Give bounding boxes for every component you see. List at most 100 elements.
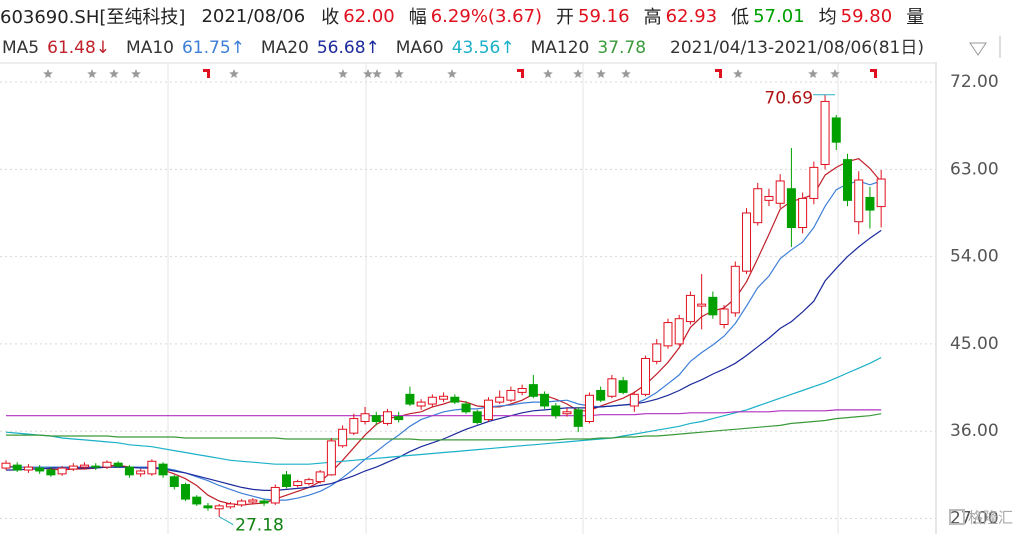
field-value: 59.16 — [578, 5, 630, 27]
flag-marker — [203, 69, 210, 78]
flag-marker — [715, 69, 722, 78]
star-marker — [596, 69, 606, 78]
field-label: 收 — [321, 7, 340, 28]
field-label: 高 — [643, 7, 662, 28]
candle-body — [483, 399, 493, 421]
candle-body — [641, 357, 651, 395]
candle-body — [719, 308, 729, 326]
star-marker — [830, 69, 840, 78]
candle-body — [23, 466, 33, 471]
field-value: 59.80 — [840, 5, 893, 27]
field-label: 开 — [556, 7, 575, 28]
candle-body — [775, 180, 785, 204]
candle-body — [831, 117, 841, 143]
candle-body — [282, 474, 291, 487]
candle-body — [573, 409, 583, 427]
candle-body — [192, 496, 202, 505]
star-marker — [87, 69, 97, 78]
legend-name: MA20 — [261, 38, 309, 58]
candle-body — [607, 378, 617, 397]
candle-body — [629, 393, 639, 407]
stock-code: 603690.SH[至纯科技] — [0, 7, 186, 28]
field-value: 62.93 — [665, 5, 718, 27]
candle-body — [562, 411, 572, 415]
candle-body — [248, 499, 258, 503]
field-label: 幅 — [408, 7, 427, 28]
field-label: 量 — [906, 7, 925, 28]
candle-body — [708, 296, 718, 316]
candle-body — [450, 396, 460, 403]
candle-body — [338, 428, 348, 447]
candle-body — [517, 388, 527, 393]
field-value: 62.00 — [343, 5, 395, 27]
candle-body — [865, 196, 875, 211]
candle-body — [416, 401, 426, 407]
candle-body — [697, 303, 707, 307]
ma-line — [6, 409, 882, 417]
y-tick-label: 45.00 — [950, 334, 999, 354]
candle-body — [674, 318, 684, 345]
candle-body — [540, 393, 550, 407]
candle-body — [405, 393, 415, 405]
candle-body — [225, 503, 235, 508]
dropdown-icon[interactable] — [969, 42, 987, 56]
candle-body — [169, 476, 179, 487]
candle-body — [136, 470, 146, 475]
y-tick-label: 63.00 — [950, 159, 999, 179]
candle-body — [46, 469, 56, 476]
candle-body — [124, 466, 134, 476]
candle-body — [326, 440, 336, 476]
star-marker — [808, 69, 818, 78]
watermark-logo — [949, 509, 965, 525]
chart: 72.0063.0054.0045.0036.0027.0070.6927.18… — [0, 62, 1013, 534]
candle-body — [102, 461, 112, 468]
field-label: 均 — [818, 7, 837, 28]
max-label: 70.69 — [764, 89, 813, 109]
candle-body — [349, 418, 359, 434]
legend-value: 56.68↑ — [317, 38, 380, 58]
candle-body — [35, 467, 45, 472]
star-marker — [43, 69, 53, 78]
candle-body — [786, 188, 796, 229]
y-tick-label: 36.00 — [950, 421, 999, 441]
candle-body — [394, 416, 404, 421]
legend: 2021/04/13-2021/08/06(81日) MA5 61.48↓ MA10… — [2, 36, 1001, 58]
watermark: 格隆汇 — [968, 509, 1013, 527]
candle-body — [472, 411, 482, 423]
candle-body — [382, 411, 392, 424]
candle-body — [158, 463, 168, 476]
candle-body — [304, 479, 314, 485]
candle-body — [214, 505, 224, 510]
star-marker — [109, 69, 119, 78]
star-marker — [733, 69, 743, 78]
candle-body — [113, 462, 123, 467]
star-marker — [338, 69, 348, 78]
candle-body — [685, 294, 695, 323]
candle-body — [371, 415, 381, 422]
candle-body — [147, 460, 157, 475]
candle-body — [293, 481, 303, 487]
candle-body — [843, 159, 852, 201]
candle-body — [798, 197, 808, 229]
candle-body — [820, 100, 830, 165]
star-marker — [131, 69, 141, 78]
header: 603690.SH[至纯科技] 2021/08/06 收 62.00 幅 6.29%(… — [0, 0, 1026, 32]
event-markers[interactable] — [43, 69, 877, 78]
star-marker — [229, 69, 239, 78]
field-value: 6.29%(3.67) — [430, 5, 543, 27]
ma-line — [6, 413, 882, 441]
field-label: 低 — [731, 7, 750, 28]
star-marker — [573, 69, 583, 78]
candle-body — [270, 486, 280, 504]
candle-body — [652, 343, 662, 362]
candle-body — [618, 380, 628, 393]
candle-body — [1, 462, 11, 469]
candle-body — [876, 178, 886, 208]
candle-body — [80, 464, 90, 468]
flag-marker — [870, 69, 877, 78]
candle-body — [742, 212, 752, 272]
candle-body — [809, 166, 819, 199]
candle-body — [315, 471, 325, 483]
candle-body — [360, 413, 370, 422]
